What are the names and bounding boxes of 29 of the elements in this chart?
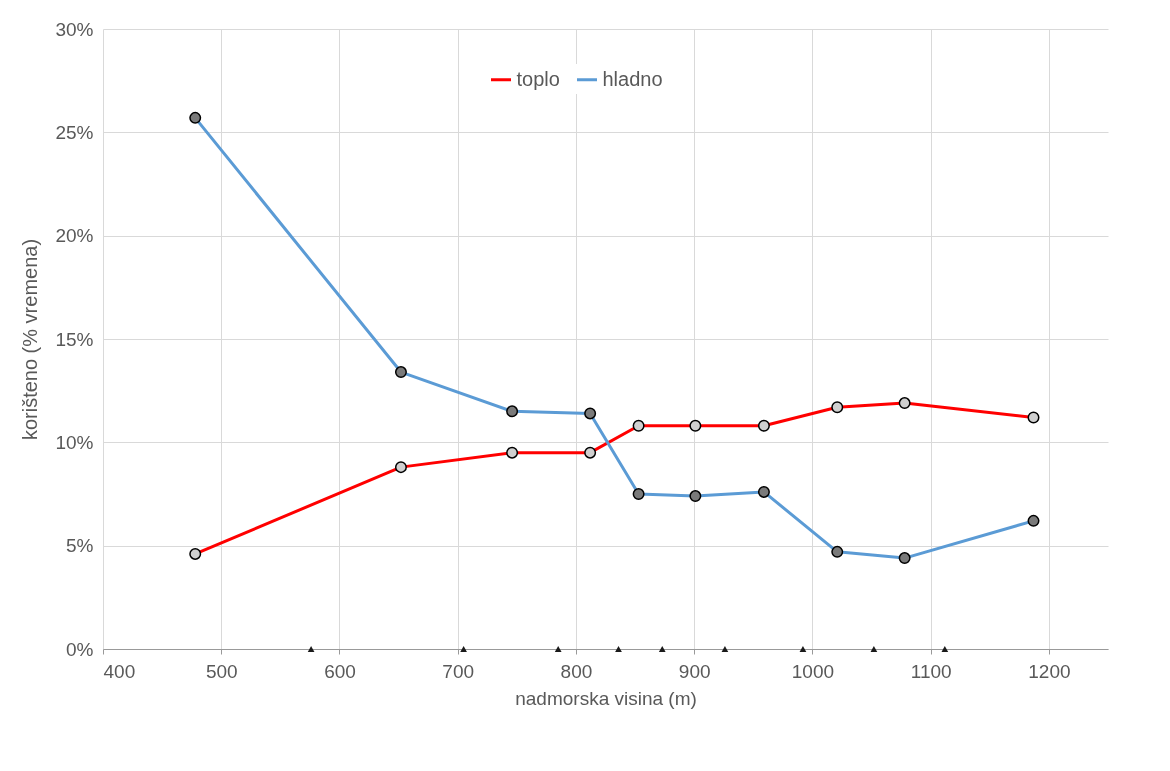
point	[941, 646, 949, 652]
x-tick-label: 400	[103, 660, 136, 682]
point	[460, 646, 467, 652]
point	[870, 646, 878, 652]
y-tick-label: 0%	[66, 638, 94, 660]
point	[721, 646, 729, 652]
point	[615, 646, 622, 652]
point	[554, 646, 562, 652]
x-tick-label: 900	[678, 660, 711, 682]
point	[307, 646, 315, 652]
y-tick-label: 15%	[55, 328, 94, 350]
y-tick-label: 10%	[55, 431, 94, 453]
y-tick-label: 5%	[66, 535, 94, 557]
y-tick-label: 30%	[55, 18, 94, 40]
x-tick-label: 1000	[791, 660, 835, 682]
x-tick-label: 500	[205, 660, 238, 682]
y-tick-label: 25%	[55, 121, 94, 143]
x-axis-title: nadmorska visina (m)	[515, 687, 697, 709]
x-tick-label: 1200	[1028, 660, 1071, 682]
y-axis-title: korišteno (% vremena)	[19, 238, 42, 441]
x-tick-label: 800	[560, 660, 593, 682]
y-tick-label: 20%	[55, 225, 94, 247]
x-tick-label: 1100	[910, 660, 952, 682]
point	[658, 646, 666, 652]
point	[799, 646, 807, 652]
legend-label: hladno	[602, 67, 663, 90]
x-tick-label: 600	[324, 660, 356, 682]
x-tick-label: 700	[442, 660, 475, 682]
legend-label: toplo	[516, 67, 560, 90]
